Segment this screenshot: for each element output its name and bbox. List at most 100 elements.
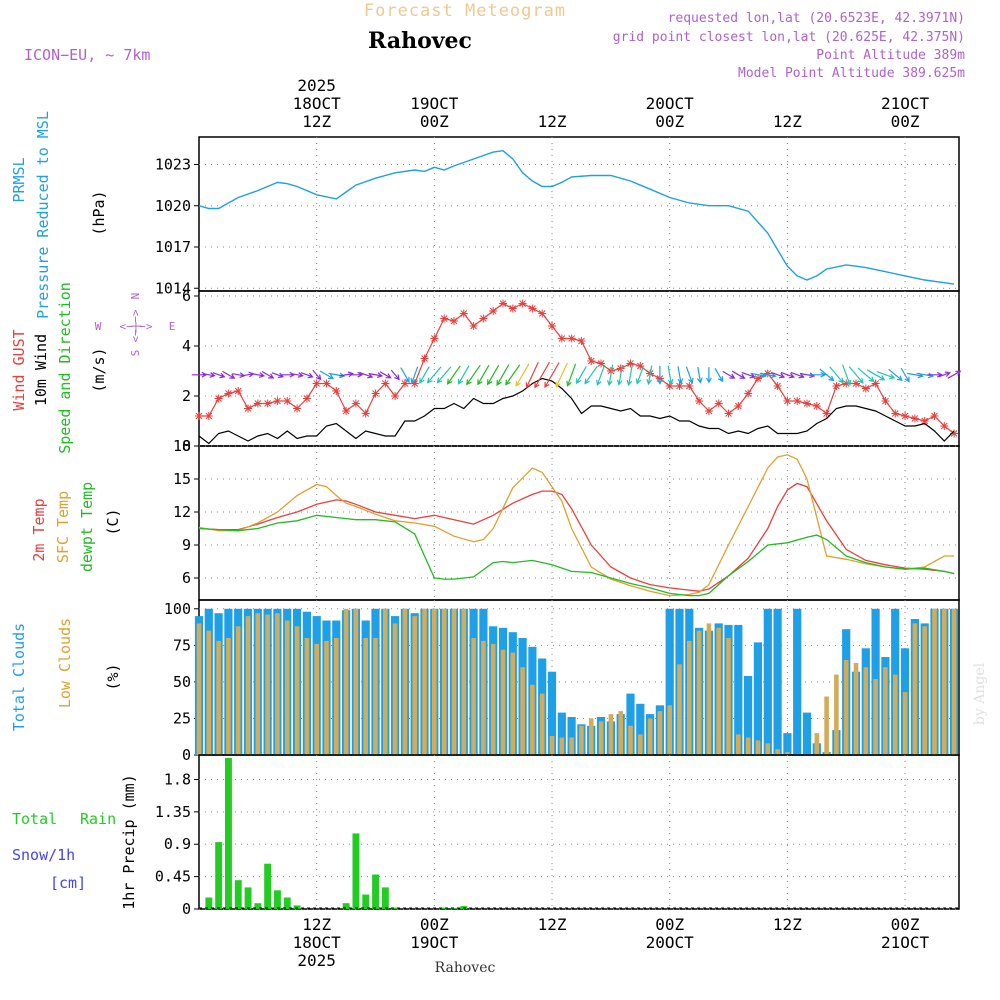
gust-marker bbox=[302, 394, 311, 403]
gust-marker bbox=[950, 429, 959, 438]
top-tick-label: 19OCT bbox=[410, 94, 459, 113]
rain-bar bbox=[244, 887, 252, 909]
bottom-tick-label: 18OCT bbox=[293, 933, 342, 952]
gust-marker bbox=[263, 399, 272, 408]
wind-dir-arrow bbox=[566, 363, 577, 387]
gust-marker bbox=[400, 379, 409, 388]
total-cloud-bar bbox=[557, 712, 566, 755]
rain-label-a: Total bbox=[12, 810, 57, 828]
total-cloud-bar bbox=[567, 717, 576, 755]
total-cloud-bar bbox=[802, 712, 812, 755]
gust-marker bbox=[518, 299, 527, 308]
compass-e: E bbox=[169, 320, 176, 333]
low-cloud-bar bbox=[441, 608, 447, 755]
total-cloud-bar bbox=[665, 608, 674, 755]
wind-dir-arrow bbox=[770, 371, 786, 379]
total-cloud-bar bbox=[793, 608, 802, 755]
low-cloud-bar bbox=[785, 752, 790, 755]
compass-ew-arrows: <−|−> bbox=[119, 320, 152, 333]
panel-wind-frame bbox=[198, 290, 960, 447]
location-title: Rahovec bbox=[368, 28, 472, 54]
gust-marker bbox=[322, 379, 331, 388]
wind-dir-arrow bbox=[300, 372, 314, 379]
gust-marker bbox=[351, 399, 360, 408]
low-cloud-bar bbox=[304, 638, 310, 755]
rain-bar bbox=[225, 757, 232, 909]
pressure-tick-label: 1023 bbox=[155, 156, 191, 174]
gust-marker bbox=[283, 397, 292, 405]
wind-dir-arrow bbox=[446, 365, 461, 385]
wind-dir-arrow bbox=[426, 366, 442, 384]
wind-dir-arrow bbox=[722, 370, 736, 379]
low-cloud-bar bbox=[500, 649, 506, 755]
gust-marker bbox=[420, 354, 429, 363]
gust-marker bbox=[361, 409, 370, 418]
wind-dir-arrow bbox=[410, 366, 419, 384]
gust-marker bbox=[195, 412, 203, 420]
pressure-unit: (hPa) bbox=[90, 190, 108, 235]
gust-marker bbox=[871, 379, 880, 388]
low-cloud-bar bbox=[422, 608, 427, 755]
compass-rose: N <−|−> S W <−|−> E bbox=[95, 293, 176, 357]
precip-tick-label: 1.35 bbox=[155, 803, 191, 821]
gust-marker bbox=[204, 412, 213, 420]
precip-tick-label: 0.9 bbox=[164, 835, 191, 853]
wind-dir-arrow bbox=[496, 364, 510, 386]
total-cloud-bar bbox=[783, 733, 792, 755]
wind-dir-arrow bbox=[808, 371, 827, 378]
wind-panel: 0 2 4 6 bbox=[182, 287, 962, 455]
wind-tick-label: 4 bbox=[182, 337, 191, 355]
low-cloud-bar bbox=[598, 721, 604, 755]
wind-dir-arrow bbox=[677, 366, 684, 385]
bottom-tick-label: 20OCT bbox=[646, 933, 695, 952]
wind-dir-arrow bbox=[457, 365, 470, 385]
gust-marker bbox=[293, 404, 302, 413]
gust-marker bbox=[489, 307, 498, 315]
wind-dir-arrow bbox=[576, 366, 587, 385]
temp-tick-label: 15 bbox=[173, 470, 191, 488]
low-cloud-bar bbox=[343, 608, 349, 755]
low-cloud-bar bbox=[510, 652, 516, 755]
wind-dir-arrow bbox=[829, 366, 844, 384]
total-cloud-bar bbox=[763, 608, 772, 755]
gust-marker bbox=[626, 359, 635, 368]
wind-dir-arrow bbox=[947, 370, 962, 379]
low-cloud-bar bbox=[471, 638, 476, 755]
gust-marker bbox=[577, 337, 586, 345]
bottom-tick-label: 21OCT bbox=[881, 933, 930, 952]
wind-dir-arrow bbox=[888, 368, 903, 381]
wind-dir-arrow bbox=[731, 370, 746, 379]
rain-bar bbox=[391, 907, 399, 909]
snow-unit: [cm] bbox=[50, 874, 86, 892]
low-cloud-bar bbox=[373, 638, 378, 755]
credit: by Angel bbox=[972, 662, 988, 725]
wind-dir-arrow bbox=[685, 366, 694, 384]
wind-dir-arrow bbox=[646, 365, 653, 386]
gust-marker bbox=[881, 397, 890, 405]
bottom-tick-label: 2025 bbox=[297, 951, 336, 970]
wind-dir-arrow bbox=[505, 364, 521, 386]
point-altitude: Point Altitude 389m bbox=[816, 48, 965, 63]
wind-dir-arrow bbox=[596, 364, 606, 386]
rain-bar bbox=[234, 880, 242, 909]
wind-dir-arrow bbox=[419, 366, 430, 384]
precip-tick-label: 1.8 bbox=[164, 770, 191, 788]
gust-marker bbox=[273, 397, 282, 405]
clouds-tick-label: 100 bbox=[164, 600, 191, 618]
compass-arrows: <−|−> bbox=[129, 309, 142, 342]
gust-marker bbox=[685, 382, 694, 390]
clouds-tick-label: 75 bbox=[173, 636, 191, 654]
gust-marker bbox=[822, 409, 831, 418]
top-tick-label: 2025 bbox=[297, 76, 336, 95]
gust-marker bbox=[724, 409, 733, 418]
low-cloud-bar bbox=[834, 674, 839, 755]
total-clouds-label: Total Clouds bbox=[10, 623, 28, 731]
low-cloud-bar bbox=[235, 626, 241, 755]
low-cloud-bar bbox=[942, 608, 947, 755]
gust-marker bbox=[214, 394, 223, 403]
wind-dir-arrow bbox=[842, 364, 852, 386]
low-cloud-bar bbox=[706, 623, 712, 755]
wind-tick-label: 2 bbox=[182, 387, 191, 405]
low-cloud-bar bbox=[265, 614, 270, 755]
